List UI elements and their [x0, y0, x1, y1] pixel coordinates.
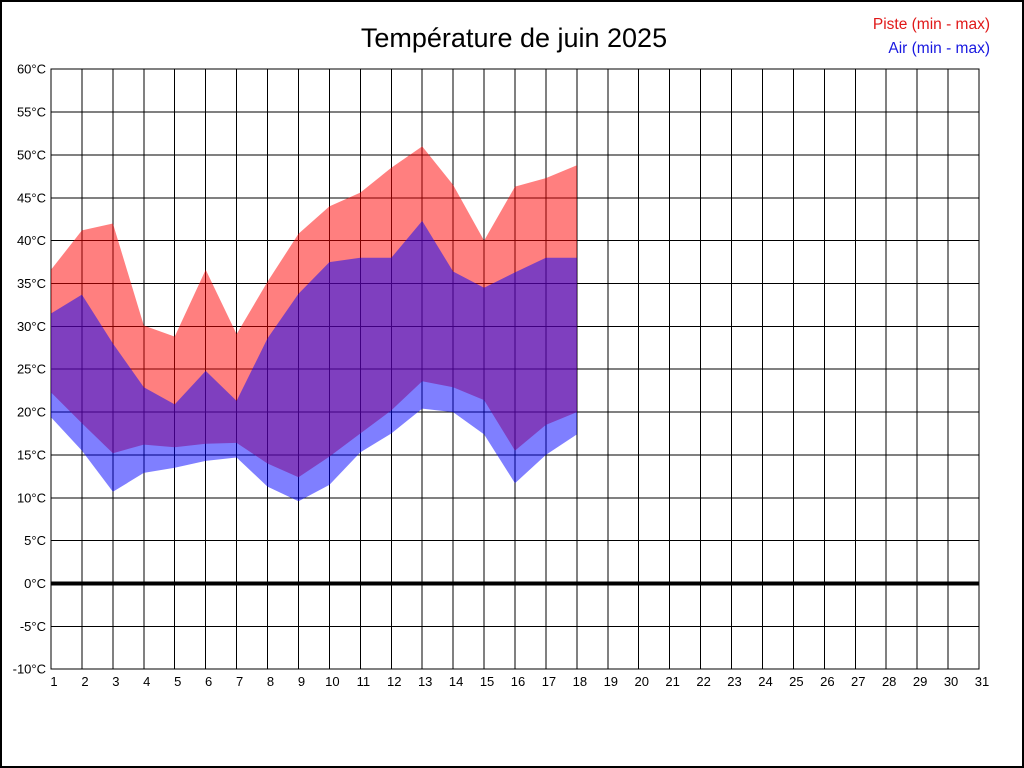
y-axis-tick-label: 5°C	[24, 533, 46, 548]
x-axis-tick-label: 15	[480, 674, 494, 689]
x-axis-tick-label: 26	[820, 674, 834, 689]
x-axis-tick-label: 17	[542, 674, 556, 689]
x-axis-tick-label: 28	[882, 674, 896, 689]
y-axis-tick-label: 10°C	[17, 490, 46, 505]
legend-air-label: Air (min - max)	[888, 40, 990, 57]
x-axis-tick-label: 20	[634, 674, 648, 689]
y-axis-tick-label: 20°C	[17, 405, 46, 420]
y-axis-tick-label: 30°C	[17, 319, 46, 334]
x-axis-tick-label: 9	[298, 674, 305, 689]
chart-title: Température de juin 2025	[360, 23, 668, 53]
x-axis-tick-label: 16	[511, 674, 525, 689]
y-axis-tick-label: -10°C	[13, 662, 46, 677]
x-axis-tick-label: 8	[267, 674, 274, 689]
y-axis-tick-label: 40°C	[17, 233, 46, 248]
y-axis-tick-label: 45°C	[17, 190, 46, 205]
x-axis-tick-label: 14	[449, 674, 463, 689]
x-axis-tick-label: 23	[727, 674, 741, 689]
y-axis-tick-label: 25°C	[17, 362, 46, 377]
y-axis-tick-label: 50°C	[17, 147, 46, 162]
x-axis-tick-label: 10	[325, 674, 339, 689]
x-axis-tick-label: 30	[944, 674, 958, 689]
x-axis-tick-label: 29	[913, 674, 927, 689]
x-axis-tick-label: 11	[357, 674, 371, 689]
legend-piste-label: Piste (min - max)	[872, 16, 990, 33]
x-axis-tick-label: 6	[205, 674, 212, 689]
x-axis-tick-label: 18	[573, 674, 587, 689]
y-axis-tick-label: 35°C	[17, 276, 46, 291]
y-axis-tick-label: 60°C	[17, 62, 46, 77]
x-axis-tick-label: 5	[174, 674, 181, 689]
x-axis-tick-label: 4	[143, 674, 150, 689]
air-minmax-band	[51, 220, 577, 502]
y-axis-tick-label: 55°C	[17, 105, 46, 120]
x-axis-tick-label: 12	[387, 674, 401, 689]
y-axis-tick-label: 0°C	[24, 576, 46, 591]
chart-legend: Piste (min - max) Air (min - max)	[873, 13, 990, 61]
x-axis-tick-label: 21	[665, 674, 679, 689]
x-axis-tick-label: 7	[236, 674, 243, 689]
x-axis-tick-label: 19	[604, 674, 618, 689]
x-axis-tick-label: 13	[418, 674, 432, 689]
x-axis-tick-label: 25	[789, 674, 803, 689]
x-axis-tick-label: 31	[975, 674, 989, 689]
y-axis-tick-label: -5°C	[20, 619, 46, 634]
x-axis-tick-label: 22	[696, 674, 710, 689]
x-axis-tick-label: 1	[50, 674, 57, 689]
x-axis-tick-label: 24	[758, 674, 772, 689]
x-axis-tick-label: 2	[81, 674, 88, 689]
y-axis-tick-label: 15°C	[17, 447, 46, 462]
x-axis-tick-label: 27	[851, 674, 865, 689]
x-axis-tick-label: 3	[112, 674, 119, 689]
